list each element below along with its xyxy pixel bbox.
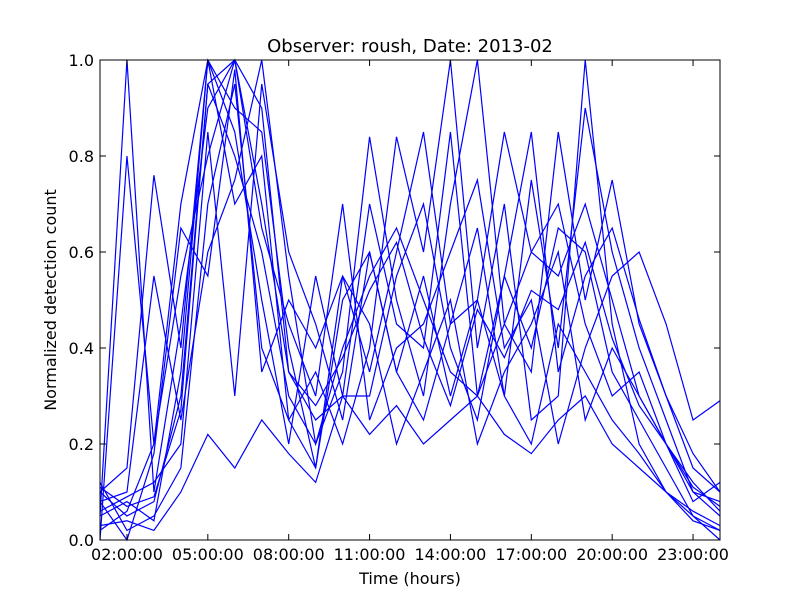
x-tick-label-6: 17:00:00 [495,545,567,564]
x-tick-label-1: 02:00:00 [91,545,163,564]
series-line-9 [99,59,721,531]
y-axis: 0.0 0.2 0.4 0.6 0.8 1.0 [69,51,720,550]
y-tick-label-3: 0.4 [69,339,94,358]
series-line-10 [99,69,721,542]
y-tick-label-6: 1.0 [69,51,94,70]
y-axis-label: Normalized detection count [41,189,60,411]
series-line-12 [99,59,721,508]
series-line-4 [99,59,721,503]
x-tick-label-2: 05:00:00 [172,545,244,564]
x-axis-label: Time (hours) [358,569,461,588]
x-axis: 02:00:00 05:00:00 08:00:00 11:00:00 14:00:00… [91,60,729,564]
series-group [99,58,721,542]
y-tick-label-2: 0.2 [69,435,94,454]
y-tick-label-1: 0.0 [69,531,94,550]
x-tick-label-3: 08:00:00 [253,545,325,564]
series-line-6 [99,83,721,512]
x-tick-label-4: 11:00:00 [334,545,406,564]
x-tick-label-7: 20:00:00 [576,545,648,564]
series-line-7 [99,394,721,532]
x-tick-label-5: 14:00:00 [415,545,487,564]
x-tick-label-8: 23:00:00 [657,545,729,564]
y-tick-label-4: 0.6 [69,243,94,262]
series-line-11 [99,59,721,531]
series-line-5 [99,59,721,532]
chart-title: Observer: roush, Date: 2013-02 [267,36,553,57]
y-tick-label-5: 0.8 [69,147,94,166]
plot-frame [99,59,721,541]
